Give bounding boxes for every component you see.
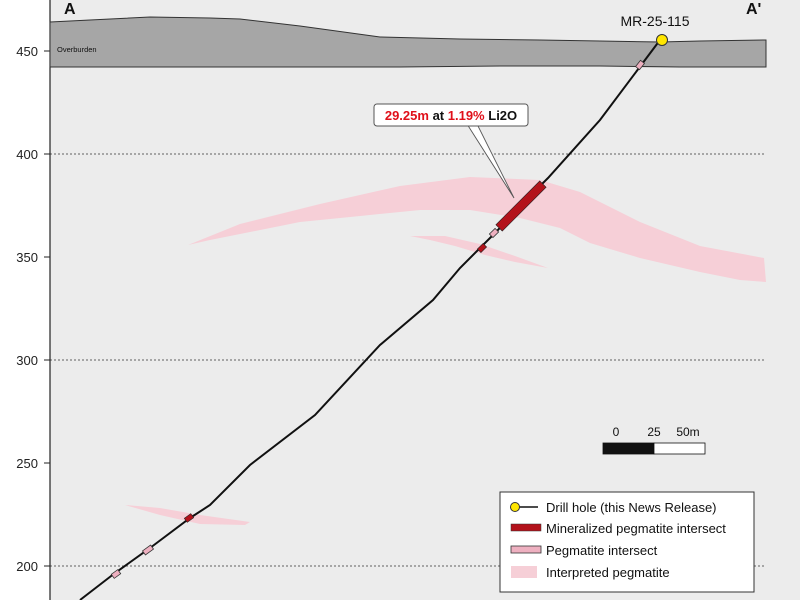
callout-length: 29.25m: [385, 108, 429, 123]
scale-bar-white: [653, 442, 706, 455]
scale-label: 25: [647, 425, 661, 439]
pegmatite-intersects: [110, 59, 645, 579]
section-label-right: A': [746, 1, 761, 18]
elevation-tick-label: 250: [16, 456, 38, 471]
pegmatite-intersect: [488, 227, 500, 239]
interpreted-pegmatite-main: [188, 177, 766, 282]
elevation-tick-label: 200: [16, 559, 38, 574]
legend-label: Interpreted pegmatite: [546, 565, 670, 580]
scale-label: 50m: [676, 425, 699, 439]
mineralized-intersect: [183, 513, 195, 523]
drill-hole-icon: [510, 502, 538, 512]
callout-unit: Li2O: [488, 108, 517, 123]
mineralized-intersect: [495, 180, 547, 232]
scale-bar: 0 25 50m: [602, 425, 706, 455]
pegmatite-intersect: [110, 569, 122, 579]
callout-text: 29.25m at 1.19% Li2O: [385, 108, 517, 123]
scale-label: 0: [613, 425, 620, 439]
interpreted-pegmatite-bodies: [125, 177, 766, 525]
elevation-tick-label: 450: [16, 44, 38, 59]
overburden-label: Overburden: [57, 45, 97, 54]
mineralized-intersect-icon: [510, 523, 542, 532]
elevation-tick-label: 350: [16, 250, 38, 265]
legend: Drill hole (this News Release) Mineraliz…: [499, 491, 755, 593]
section-label-left: A: [64, 1, 76, 18]
legend-label: Mineralized pegmatite intersect: [546, 521, 726, 536]
scale-bar-black: [602, 442, 655, 455]
elevation-tick-label: 300: [16, 353, 38, 368]
pegmatite-intersect: [141, 544, 155, 556]
drill-collar-icon: [656, 34, 668, 46]
elevation-axis-labels: 450 400 350 300 250 200: [16, 44, 38, 574]
drill-hole-id: MR-25-115: [621, 13, 690, 29]
mineralized-intersects: [183, 180, 547, 523]
elevation-tick-label: 400: [16, 147, 38, 162]
legend-label: Pegmatite intersect: [546, 543, 658, 558]
interpreted-pegmatite-lens: [410, 236, 548, 268]
legend-box: [499, 491, 755, 593]
elevation-axis-ticks: [44, 50, 50, 567]
pegmatite-intersect: [635, 59, 645, 71]
overburden-layer: [49, 16, 767, 68]
callout-at: at: [433, 108, 445, 123]
drill-hole-trace: [79, 39, 661, 600]
mineralized-intersect: [476, 242, 488, 254]
interpreted-pegmatite-icon: [511, 566, 537, 578]
pegmatite-intersect-icon: [510, 545, 542, 554]
callout-box: [373, 103, 529, 127]
legend-label: Drill hole (this News Release): [546, 500, 717, 515]
callout-grade: 1.19%: [448, 108, 485, 123]
interpreted-pegmatite-lower: [125, 505, 250, 525]
